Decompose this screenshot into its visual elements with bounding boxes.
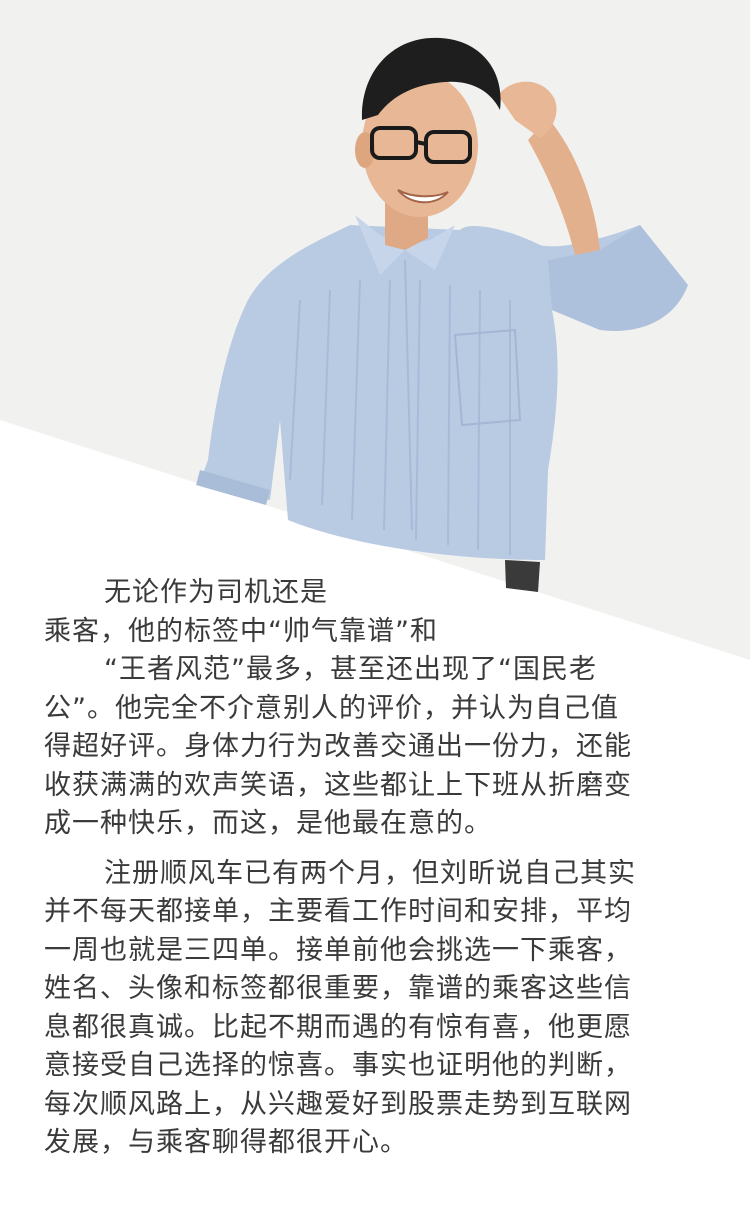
text-line: 姓名、头像和标签都很重要，靠谱的乘客这些信 <box>44 973 632 1004</box>
person-photo <box>196 37 688 592</box>
text-line: 收获满满的欢声笑语，这些都让上下班从折磨变 <box>44 769 632 801</box>
paragraph-1: 无论作为司机还是 乘客，他的标签中“帅气靠谱”和 “王者风范”最多，甚至还出现了… <box>44 574 708 844</box>
text-line: 无论作为司机还是 <box>104 577 328 608</box>
text-line: 发展，与乘客聊得都很开心。 <box>44 1127 408 1158</box>
text-line: 并不每天都接单，主要看工作时间和安排，平均 <box>44 896 632 927</box>
text-line: 公”。他完全不介意别人的评价，并认为自己值 <box>44 692 619 724</box>
text-line: 每次顺风路上，从兴趣爱好到股票走势到互联网 <box>44 1088 632 1120</box>
text-line: “王者风范”最多，甚至还出现了“国民老 <box>104 654 597 685</box>
text-line: 成一种快乐，而这，是他最在意的。 <box>44 808 492 839</box>
text-line: 乘客，他的标签中“帅气靠谱”和 <box>44 615 438 647</box>
text-line: 意接受自己选择的惊喜。事实也证明他的判断， <box>44 1050 632 1081</box>
article-body: 无论作为司机还是 乘客，他的标签中“帅气靠谱”和 “王者风范”最多，甚至还出现了… <box>44 574 708 1163</box>
text-line: 得超好评。身体力行为改善交通出一份力，还能 <box>44 731 632 762</box>
text-line: 一周也就是三四单。接单前他会挑选一下乘客， <box>44 934 632 966</box>
paragraph-2: 注册顺风车已有两个月，但刘昕说自己其实 并不每天都接单，主要看工作时间和安排，平… <box>44 855 708 1163</box>
text-line: 息都很真诚。比起不期而遇的有惊有喜，他更愿 <box>44 1011 632 1043</box>
text-line: 注册顺风车已有两个月，但刘昕说自己其实 <box>104 857 636 889</box>
paragraph-gap <box>44 844 708 855</box>
